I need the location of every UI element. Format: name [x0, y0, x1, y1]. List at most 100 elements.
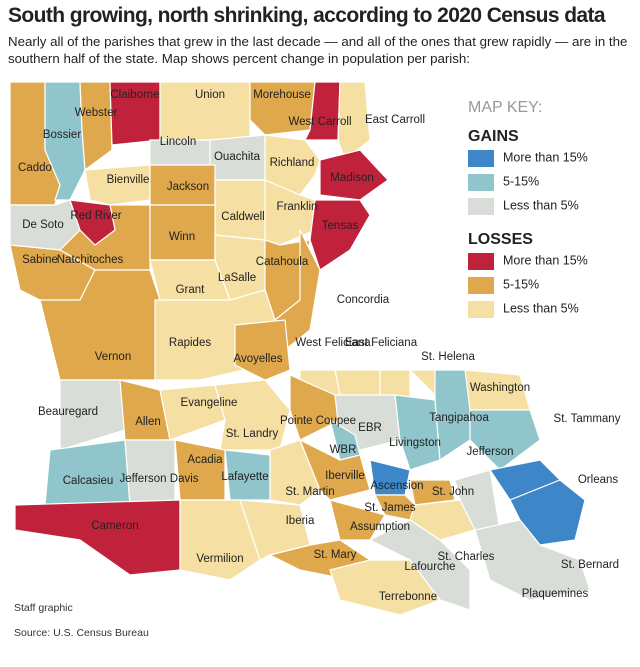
parish: [469, 409, 541, 471]
parish-label: Sabine: [22, 254, 58, 266]
parish-shapes: [9, 81, 591, 616]
parish-label: Tensas: [322, 220, 359, 232]
parish-label: Avoyelles: [233, 353, 282, 365]
parish-label: WBR: [330, 444, 357, 456]
parish-label: St. Landry: [226, 428, 279, 440]
credit: Staff graphic: [14, 602, 73, 614]
parish-label: Claiborne: [110, 89, 159, 101]
parish-label: Assumption: [350, 521, 410, 533]
parish-label: Winn: [169, 231, 195, 243]
parish-label: Lafourche: [404, 561, 455, 573]
parish-label: Jefferson: [466, 446, 513, 458]
parish-label: Morehouse: [253, 89, 311, 101]
parish-label: St. Bernard: [561, 559, 619, 571]
parish-label: Franklin: [277, 201, 318, 213]
parish: [79, 81, 113, 172]
parish-label: East Feliciana: [345, 337, 418, 349]
parish-label: EBR: [358, 422, 382, 434]
parish-label: Plaquemines: [522, 588, 589, 600]
parish-label: Cameron: [91, 520, 138, 532]
source: Source: U.S. Census Bureau: [14, 627, 149, 639]
key-title: MAP KEY:: [468, 99, 542, 116]
parish-label: St. Tammany: [554, 413, 621, 425]
parish: [309, 199, 371, 271]
parish: [289, 374, 341, 441]
parish-label: Evangeline: [181, 397, 238, 409]
parish: [319, 149, 389, 201]
parish-label: Natchitoches: [57, 254, 124, 266]
parish-label: LaSalle: [218, 272, 256, 284]
parish: [159, 384, 226, 441]
parish-label: Caddo: [18, 162, 52, 174]
parish-label: Grant: [176, 284, 206, 296]
parish-label: Ascension: [370, 480, 423, 492]
parish-label: Beauregard: [38, 406, 98, 418]
parish-label: St. Martin: [285, 486, 334, 498]
map-key: MAP KEY: GAINS More than 15% 5-15% Less than…: [468, 99, 588, 318]
parish-label: St. John: [432, 486, 474, 498]
parish: [337, 81, 371, 161]
key-swatch: [468, 301, 494, 318]
parish-label: Rapides: [169, 337, 211, 349]
key-swatch: [468, 277, 494, 294]
key-swatch: [468, 174, 494, 191]
parish: [394, 394, 441, 471]
parish: [409, 499, 476, 541]
key-label: 5-15%: [503, 277, 539, 291]
parish-label: Richland: [270, 157, 315, 169]
parish-label: Concordia: [337, 294, 390, 306]
parish: [69, 199, 116, 246]
parish-label: Ouachita: [214, 151, 261, 163]
parish-label: Orleans: [578, 474, 619, 486]
parish-label: Iberville: [325, 470, 365, 482]
key-group-title: LOSSES: [468, 231, 533, 248]
parish-label: Bossier: [43, 129, 82, 141]
parish-label: Terrebonne: [379, 591, 437, 603]
parish: [329, 559, 441, 616]
parish-label: Union: [195, 89, 225, 101]
parish: [44, 439, 131, 506]
title: South growing, north shrinking, accordin…: [8, 4, 606, 27]
key-swatch: [468, 253, 494, 270]
key-label: Less than 5%: [503, 198, 579, 212]
parish-label: Red River: [70, 210, 121, 222]
key-label: Less than 5%: [503, 301, 579, 315]
subtitle: Nearly all of the parishes that grew in …: [8, 34, 628, 66]
parish: [179, 499, 261, 581]
parish-label: Allen: [135, 416, 161, 428]
parish: [174, 439, 226, 501]
parish-label: Caldwell: [221, 211, 264, 223]
parish-label: Jackson: [167, 181, 209, 193]
parish: [249, 81, 316, 136]
parish: [298, 438, 371, 501]
key-label: More than 15%: [503, 150, 588, 164]
parish-label: Lincoln: [160, 136, 196, 148]
parish-label: Acadia: [187, 454, 223, 466]
parish-label: Madison: [330, 172, 373, 184]
parish-label: Catahoula: [256, 256, 309, 268]
parish-label: Bienville: [107, 174, 150, 186]
parish-label: East Carroll: [365, 114, 425, 126]
parish-label: Tangipahoa: [429, 412, 489, 424]
parish-label: Lafayette: [221, 471, 268, 483]
parish-label: Vernon: [95, 351, 131, 363]
parish: [119, 379, 171, 441]
parish-label: West Feliciana: [295, 337, 371, 349]
parish-label: Iberia: [286, 515, 315, 527]
key-label: More than 15%: [503, 253, 588, 267]
parish: [334, 369, 381, 396]
parish-label: Livingston: [389, 437, 441, 449]
key-swatch: [468, 150, 494, 167]
parish-label: West Carroll: [288, 116, 351, 128]
parish-label: Webster: [75, 107, 118, 119]
parish: [84, 164, 151, 206]
parish-label: St. James: [364, 502, 415, 514]
parish-label: Pointe Coupee: [280, 415, 356, 427]
parish-label: Vermilion: [196, 553, 243, 565]
parish: [269, 439, 321, 506]
parish-label: De Soto: [22, 219, 64, 231]
parish-label: Calcasieu: [63, 475, 114, 487]
key-swatch: [468, 198, 494, 215]
